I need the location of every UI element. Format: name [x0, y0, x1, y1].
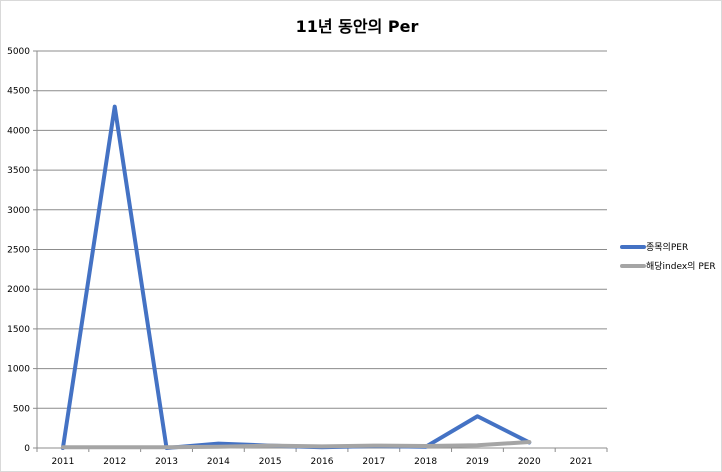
x-axis-ticks: 2011 2012 2013 2014 2015 2016 2017 2018 2019 2020…	[36, 448, 608, 467]
legend-label: 해당index의 PER	[646, 261, 716, 272]
x-tick-label: 2016	[311, 457, 334, 467]
y-tick-label: 1500	[7, 325, 30, 335]
x-tick-label: 2018	[414, 457, 437, 467]
x-tick-label: 2020	[518, 457, 541, 467]
series-line-2	[60, 440, 532, 450]
y-tick-label: 500	[13, 404, 30, 414]
x-tick-label: 2017	[362, 457, 385, 467]
x-tick-label: 2012	[103, 457, 126, 467]
x-tick-label: 2014	[207, 457, 230, 467]
series-line-1	[60, 104, 532, 450]
y-tick-label: 5000	[7, 47, 30, 57]
x-tick-label: 2021	[570, 457, 593, 467]
y-tick-label: 0	[24, 444, 30, 454]
y-tick-label: 2000	[7, 285, 30, 295]
series-lines	[60, 104, 532, 450]
x-tick-label: 2013	[155, 457, 178, 467]
y-axis-ticks: 0 500 1000 1500 2000 2500 3000 3500 4000 4500 5000	[7, 47, 37, 454]
y-tick-label: 3500	[7, 166, 30, 176]
legend: 종목의PER 해당index의 PER	[620, 242, 716, 272]
x-tick-label: 2011	[51, 457, 74, 467]
x-tick-label: 2019	[466, 457, 489, 467]
chart-title: 11년 동안의 Per	[296, 17, 419, 36]
y-tick-label: 1000	[7, 365, 30, 375]
y-tick-label: 3000	[7, 206, 30, 216]
y-tick-label: 2500	[7, 246, 30, 256]
legend-label: 종목의PER	[646, 242, 688, 253]
y-tick-label: 4500	[7, 87, 30, 97]
gridlines	[37, 50, 607, 409]
y-tick-label: 4000	[7, 126, 30, 136]
x-tick-label: 2015	[259, 457, 282, 467]
